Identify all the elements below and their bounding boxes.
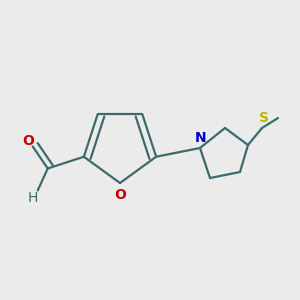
Text: N: N [195,131,207,145]
Text: H: H [28,191,38,206]
Text: O: O [22,134,34,148]
Text: S: S [259,111,269,125]
Text: O: O [114,188,126,202]
